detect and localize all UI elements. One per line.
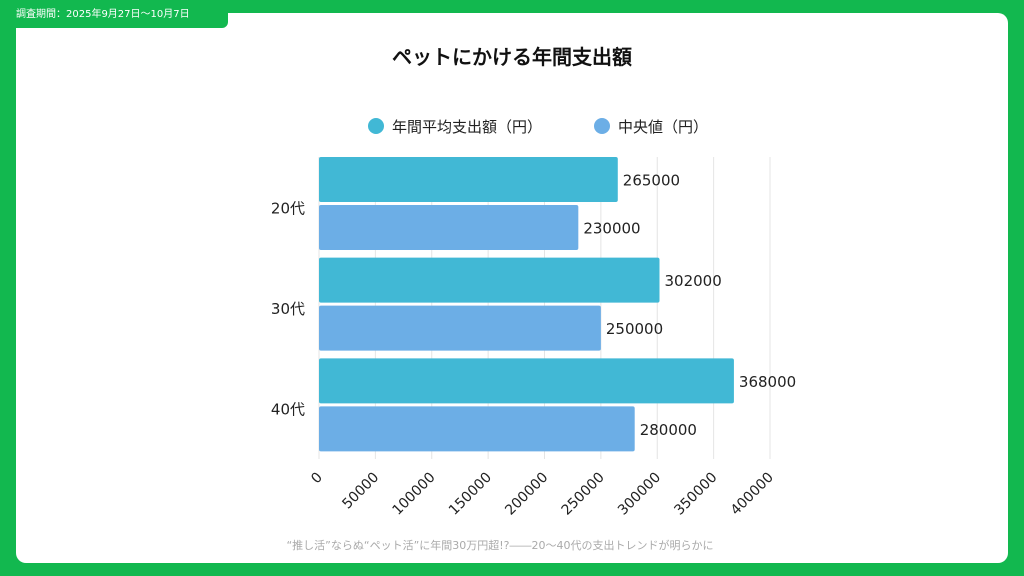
legend-label-0: 年間平均支出額（円）	[392, 118, 542, 136]
data-label: 302000	[665, 272, 722, 290]
x-tick-label: 50000	[339, 470, 382, 513]
bar-1	[319, 406, 635, 452]
legend-marker-0	[368, 118, 384, 134]
category-label: 30代	[271, 300, 305, 318]
chart-title: ペットにかける年間支出額	[392, 45, 632, 69]
x-tick-label: 100000	[389, 470, 438, 519]
x-tick-label: 250000	[559, 470, 608, 519]
x-tick-label: 300000	[615, 470, 664, 519]
x-tick-label: 200000	[502, 470, 551, 519]
category-label: 40代	[271, 401, 305, 419]
bar-0	[319, 257, 660, 303]
data-label: 250000	[606, 320, 663, 338]
x-tick-label: 0	[308, 470, 326, 488]
category-label: 20代	[271, 199, 305, 217]
bar-1	[319, 305, 601, 351]
data-label: 368000	[739, 373, 796, 391]
legend-label-1: 中央値（円）	[618, 118, 708, 136]
bar-1	[319, 205, 579, 250]
bar-0	[319, 358, 734, 404]
x-tick-label: 350000	[671, 470, 720, 519]
data-label: 230000	[583, 220, 640, 238]
legend-marker-1	[594, 118, 610, 134]
chart-caption: “推し活”ならぬ“ペット活”に年間30万円超!?――20〜40代の支出トレンドが…	[286, 538, 713, 552]
x-tick-label: 150000	[446, 470, 495, 519]
bar-0	[319, 157, 618, 202]
x-tick-label: 400000	[728, 470, 777, 519]
data-label: 265000	[623, 172, 680, 190]
survey-period-label: 調査期間：2025年9月27日〜10月7日	[0, 0, 228, 28]
data-label: 280000	[640, 421, 697, 439]
